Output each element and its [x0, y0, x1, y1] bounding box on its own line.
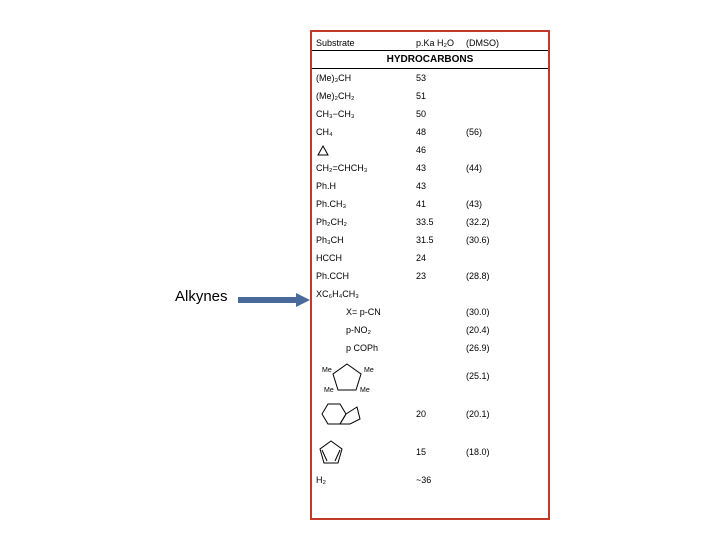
- dmso-cell: (32.2): [466, 217, 544, 227]
- table-row: 15(18.0): [312, 433, 548, 471]
- table-row: H₂~36: [312, 471, 548, 489]
- table-row: Ph₃CH31.5(30.6): [312, 231, 548, 249]
- substrate-cell: Ph₃CH: [316, 235, 416, 245]
- table-row: XC₆H₄CH₃: [312, 285, 548, 303]
- dmso-cell: (30.0): [466, 307, 544, 317]
- pka-cell: 53: [416, 73, 466, 83]
- dmso-cell: (30.6): [466, 235, 544, 245]
- pka-cell: 43: [416, 163, 466, 173]
- table-row: Ph.CCH23(28.8): [312, 267, 548, 285]
- dmso-cell: (44): [466, 163, 544, 173]
- svg-text:Me: Me: [324, 387, 334, 394]
- substrate-cell: Ph.CCH: [316, 271, 416, 281]
- pka-cell: 46: [416, 145, 466, 155]
- pka-cell: 51: [416, 91, 466, 101]
- substrate-cell: [316, 397, 416, 431]
- pka-cell: 48: [416, 127, 466, 137]
- substrate-cell: [316, 437, 416, 467]
- header-substrate: Substrate: [316, 38, 416, 48]
- substrate-cell: X= p-CN: [316, 307, 416, 317]
- table-row: HCCH24: [312, 249, 548, 267]
- substrate-cell: p-NO₂: [316, 325, 416, 335]
- dmso-cell: (28.8): [466, 271, 544, 281]
- pka-cell: 24: [416, 253, 466, 263]
- pka-cell: 43: [416, 181, 466, 191]
- table-row: CH₄48(56): [312, 123, 548, 141]
- alkynes-label: Alkynes: [175, 288, 228, 305]
- table-header: Substrate p.Ka H₂O (DMSO): [312, 36, 548, 51]
- svg-text:Me: Me: [360, 387, 370, 394]
- rows-container: (Me)₃CH53(Me)₂CH₂51CH₃−CH₃50CH₄48(56)46C…: [312, 69, 548, 489]
- pka-cell: 33.5: [416, 217, 466, 227]
- table-row: Ph₂CH₂33.5(32.2): [312, 213, 548, 231]
- pka-cell: 23: [416, 271, 466, 281]
- table-row: (Me)₃CH53: [312, 69, 548, 87]
- table-row: p COPh (26.9): [312, 339, 548, 357]
- substrate-cell: [316, 143, 416, 157]
- section-title: HYDROCARBONS: [312, 51, 548, 69]
- table-row: 20(20.1): [312, 395, 548, 433]
- substrate-cell: CH₃−CH₃: [316, 109, 416, 119]
- substrate-cell: CH₄: [316, 127, 416, 137]
- pka-cell: 41: [416, 199, 466, 209]
- substrate-cell: (Me)₃CH: [316, 73, 416, 83]
- table-row: CH₃−CH₃50: [312, 105, 548, 123]
- table-row: Me Me Me Me (25.1): [312, 357, 548, 395]
- pka-cell: 15: [416, 447, 466, 457]
- substrate-cell: H₂: [316, 475, 416, 485]
- pka-cell: 31.5: [416, 235, 466, 245]
- substrate-cell: Ph₂CH₂: [316, 217, 416, 227]
- substrate-cell: CH₂=CHCH₃: [316, 163, 416, 173]
- dmso-cell: (26.9): [466, 343, 544, 353]
- dmso-cell: (20.1): [466, 409, 544, 419]
- substrate-cell: Me Me Me Me: [316, 358, 416, 394]
- table-row: X= p-CN (30.0): [312, 303, 548, 321]
- dmso-cell: (18.0): [466, 447, 544, 457]
- header-dmso: (DMSO): [466, 38, 544, 48]
- pka-cell: ~36: [416, 475, 466, 485]
- table-row: p-NO₂ (20.4): [312, 321, 548, 339]
- table-row: (Me)₂CH₂51: [312, 87, 548, 105]
- arrow-to-table: [238, 290, 312, 310]
- substrate-cell: (Me)₂CH₂: [316, 91, 416, 101]
- substrate-cell: Ph.H: [316, 181, 416, 191]
- pka-cell: 50: [416, 109, 466, 119]
- svg-text:Me: Me: [364, 367, 374, 374]
- table-row: Ph.CH₃41(43): [312, 195, 548, 213]
- dmso-cell: (43): [466, 199, 544, 209]
- svg-text:Me: Me: [322, 367, 332, 374]
- table-row: CH₂=CHCH₃43(44): [312, 159, 548, 177]
- substrate-cell: p COPh: [316, 343, 416, 353]
- pka-table: Substrate p.Ka H₂O (DMSO) HYDROCARBONS (…: [310, 30, 550, 520]
- dmso-cell: (25.1): [466, 371, 544, 381]
- pka-cell: 20: [416, 409, 466, 419]
- dmso-cell: (56): [466, 127, 544, 137]
- substrate-cell: HCCH: [316, 253, 416, 263]
- substrate-cell: Ph.CH₃: [316, 199, 416, 209]
- substrate-cell: XC₆H₄CH₃: [316, 289, 416, 299]
- table-row: Ph.H43: [312, 177, 548, 195]
- dmso-cell: (20.4): [466, 325, 544, 335]
- table-row: 46: [312, 141, 548, 159]
- header-pka: p.Ka H₂O: [416, 38, 466, 48]
